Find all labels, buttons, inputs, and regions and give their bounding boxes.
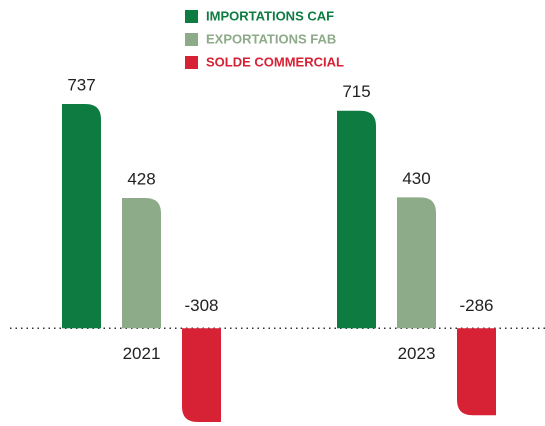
bar: [62, 104, 101, 329]
data-label: -308: [184, 296, 218, 315]
legend-label: SOLDE COMMERCIAL: [206, 54, 344, 69]
legend-swatch: [185, 33, 198, 46]
x-tick-label: 2021: [123, 344, 161, 363]
bar: [337, 110, 376, 329]
data-label: 430: [402, 169, 430, 188]
data-label: -286: [459, 296, 493, 315]
bar: [122, 198, 161, 329]
bar: [182, 328, 221, 422]
legend-swatch: [185, 56, 198, 69]
data-label: 715: [342, 82, 370, 101]
x-tick-label: 2023: [398, 344, 436, 363]
legend-label: EXPORTATIONS FAB: [206, 31, 336, 46]
legend-swatch: [185, 10, 198, 23]
legend-label: IMPORTATIONS CAF: [206, 8, 334, 23]
bar: [457, 328, 496, 416]
data-label: 428: [127, 170, 155, 189]
bar: [397, 197, 436, 329]
data-label: 737: [67, 75, 95, 94]
